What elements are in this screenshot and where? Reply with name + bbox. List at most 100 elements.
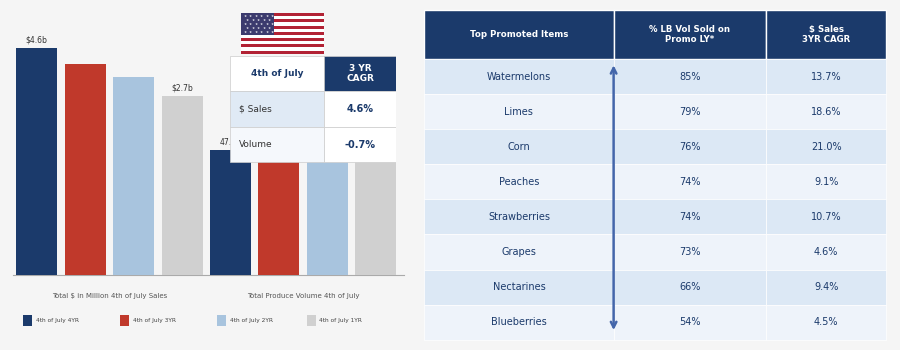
Text: 73%: 73% <box>680 247 700 257</box>
Text: ★: ★ <box>252 18 255 22</box>
Text: Volume: Volume <box>239 140 273 149</box>
Bar <box>356 155 396 275</box>
FancyBboxPatch shape <box>614 10 766 59</box>
Text: Top Promoted Items: Top Promoted Items <box>470 30 568 39</box>
Text: 4th of July 1YR: 4th of July 1YR <box>320 318 362 323</box>
FancyBboxPatch shape <box>424 304 614 340</box>
Text: 4th of July 3YR: 4th of July 3YR <box>132 318 176 323</box>
Text: Limes: Limes <box>505 107 534 117</box>
Text: 4.6%: 4.6% <box>346 104 374 114</box>
Text: ★: ★ <box>260 30 263 34</box>
Text: ★: ★ <box>266 22 269 26</box>
FancyBboxPatch shape <box>766 199 886 234</box>
Text: ★: ★ <box>247 18 249 22</box>
FancyBboxPatch shape <box>241 13 274 35</box>
FancyBboxPatch shape <box>241 19 324 22</box>
FancyBboxPatch shape <box>324 127 396 162</box>
Bar <box>210 150 251 275</box>
Text: 4.5%: 4.5% <box>814 317 839 327</box>
FancyBboxPatch shape <box>241 32 324 35</box>
Bar <box>162 96 202 275</box>
Text: Total $ in Million 4th of July Sales: Total $ in Million 4th of July Sales <box>52 293 167 299</box>
Text: ★: ★ <box>268 18 272 22</box>
FancyBboxPatch shape <box>614 234 766 270</box>
Bar <box>113 77 154 275</box>
Text: $2.7b: $2.7b <box>171 83 193 92</box>
Text: 47.4b: 47.4b <box>364 142 387 151</box>
FancyBboxPatch shape <box>614 199 766 234</box>
Text: ★: ★ <box>244 30 247 34</box>
Text: 74%: 74% <box>680 212 700 222</box>
Text: % LB Vol Sold on
Promo LY*: % LB Vol Sold on Promo LY* <box>650 25 731 44</box>
FancyBboxPatch shape <box>230 91 324 127</box>
Text: ★: ★ <box>266 14 269 18</box>
FancyBboxPatch shape <box>241 22 324 26</box>
Text: Grapes: Grapes <box>501 247 536 257</box>
FancyBboxPatch shape <box>614 94 766 129</box>
Bar <box>65 64 105 275</box>
FancyBboxPatch shape <box>307 315 316 326</box>
Text: Peaches: Peaches <box>499 177 539 187</box>
FancyBboxPatch shape <box>241 50 324 54</box>
FancyBboxPatch shape <box>241 38 324 41</box>
Text: 13.7%: 13.7% <box>811 72 842 82</box>
Text: 47.0b: 47.0b <box>220 138 241 147</box>
Text: Strawberries: Strawberries <box>488 212 550 222</box>
Text: 85%: 85% <box>680 72 700 82</box>
Text: 76%: 76% <box>680 142 700 152</box>
Text: ★: ★ <box>244 22 247 26</box>
Text: $4.6b: $4.6b <box>26 35 48 44</box>
FancyBboxPatch shape <box>766 94 886 129</box>
Text: 4th of July: 4th of July <box>251 69 303 78</box>
Text: 21.0%: 21.0% <box>811 142 842 152</box>
FancyBboxPatch shape <box>230 56 324 91</box>
Text: 10.7%: 10.7% <box>811 212 842 222</box>
Text: ★: ★ <box>260 22 263 26</box>
FancyBboxPatch shape <box>424 234 614 270</box>
Text: ★: ★ <box>271 14 274 18</box>
FancyBboxPatch shape <box>424 199 614 234</box>
FancyBboxPatch shape <box>614 164 766 199</box>
Text: $ Sales
3YR CAGR: $ Sales 3YR CAGR <box>802 25 850 44</box>
FancyBboxPatch shape <box>324 56 396 91</box>
FancyBboxPatch shape <box>766 270 886 304</box>
FancyBboxPatch shape <box>766 304 886 340</box>
Text: 4th of July 4YR: 4th of July 4YR <box>36 318 79 323</box>
Text: 18.6%: 18.6% <box>811 107 842 117</box>
Text: Blueberries: Blueberries <box>491 317 547 327</box>
Text: ★: ★ <box>255 30 257 34</box>
Text: Watermelons: Watermelons <box>487 72 551 82</box>
Text: 3 YR
CAGR: 3 YR CAGR <box>346 64 374 83</box>
Text: ★: ★ <box>266 30 269 34</box>
Text: ★: ★ <box>271 30 274 34</box>
FancyBboxPatch shape <box>121 315 130 326</box>
Text: 66%: 66% <box>680 282 700 292</box>
FancyBboxPatch shape <box>241 13 324 16</box>
FancyBboxPatch shape <box>241 41 324 44</box>
Text: ★: ★ <box>271 22 274 26</box>
Text: 4th of July 2YR: 4th of July 2YR <box>230 318 273 323</box>
FancyBboxPatch shape <box>614 270 766 304</box>
FancyBboxPatch shape <box>766 59 886 94</box>
Text: -0.7%: -0.7% <box>345 140 375 149</box>
FancyBboxPatch shape <box>614 304 766 340</box>
Text: 9.4%: 9.4% <box>814 282 839 292</box>
FancyBboxPatch shape <box>241 16 324 19</box>
FancyBboxPatch shape <box>766 10 886 59</box>
FancyBboxPatch shape <box>23 315 32 326</box>
FancyBboxPatch shape <box>766 234 886 270</box>
Text: ★: ★ <box>252 26 255 30</box>
FancyBboxPatch shape <box>424 270 614 304</box>
Text: ★: ★ <box>249 22 252 26</box>
FancyBboxPatch shape <box>324 91 396 127</box>
Text: ★: ★ <box>263 18 266 22</box>
FancyBboxPatch shape <box>614 59 766 94</box>
Text: ★: ★ <box>244 14 247 18</box>
Bar <box>16 48 58 275</box>
FancyBboxPatch shape <box>424 10 614 59</box>
Text: Nectarines: Nectarines <box>492 282 545 292</box>
FancyBboxPatch shape <box>217 315 226 326</box>
Text: 4.6%: 4.6% <box>814 247 839 257</box>
Text: ★: ★ <box>247 26 249 30</box>
Text: ★: ★ <box>260 14 263 18</box>
